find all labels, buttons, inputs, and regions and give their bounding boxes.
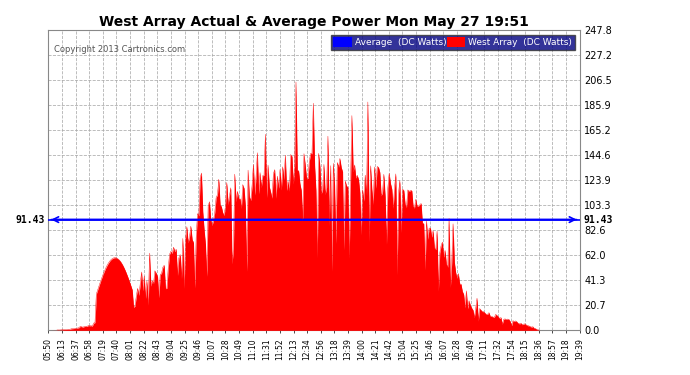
Text: 91.43: 91.43 [15,214,44,225]
Legend: Average  (DC Watts), West Array  (DC Watts): Average (DC Watts), West Array (DC Watts… [331,34,575,50]
Text: Copyright 2013 Cartronics.com: Copyright 2013 Cartronics.com [54,45,185,54]
Text: 91.43: 91.43 [584,214,613,225]
Title: West Array Actual & Average Power Mon May 27 19:51: West Array Actual & Average Power Mon Ma… [99,15,529,29]
